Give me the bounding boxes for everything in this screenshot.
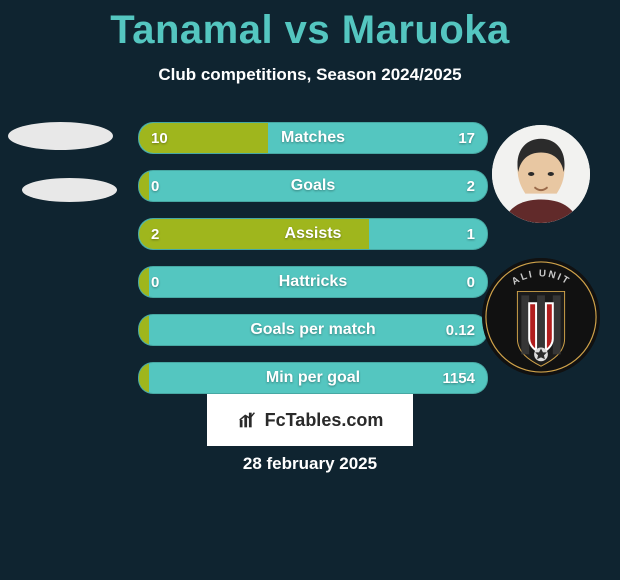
stat-label: Hattricks: [139, 267, 487, 297]
brand-badge[interactable]: FcTables.com: [207, 394, 413, 446]
player-right-avatar: [492, 125, 590, 223]
stat-label: Assists: [139, 219, 487, 249]
date-text: 28 february 2025: [0, 454, 620, 474]
stat-label: Min per goal: [139, 363, 487, 393]
stat-label: Matches: [139, 123, 487, 153]
stat-label: Goals: [139, 171, 487, 201]
stat-right-value: 0: [467, 267, 475, 297]
avatar-icon: [492, 125, 590, 223]
stat-row: 2Assists1: [138, 218, 488, 250]
stat-right-value: 1: [467, 219, 475, 249]
player-left-ellipse-1: [8, 122, 113, 150]
page-title: Tanamal vs Maruoka: [0, 0, 620, 53]
brand-text: FcTables.com: [265, 410, 384, 431]
page-subtitle: Club competitions, Season 2024/2025: [0, 65, 620, 85]
stat-row: Goals per match0.12: [138, 314, 488, 346]
stat-right-value: 1154: [442, 363, 475, 393]
crest-icon: ALI UNIT: [482, 258, 600, 376]
club-crest-right: ALI UNIT: [482, 258, 600, 376]
stat-row: 0Goals2: [138, 170, 488, 202]
player-left-ellipse-2: [22, 178, 117, 202]
stat-right-value: 2: [467, 171, 475, 201]
stat-label: Goals per match: [139, 315, 487, 345]
stat-right-value: 17: [458, 123, 475, 153]
fctables-mark-icon: [237, 409, 259, 431]
stat-row: 0Hattricks0: [138, 266, 488, 298]
stats-panel: 10Matches170Goals22Assists10Hattricks0Go…: [138, 122, 488, 410]
stat-right-value: 0.12: [446, 315, 475, 345]
stat-row: Min per goal1154: [138, 362, 488, 394]
stat-row: 10Matches17: [138, 122, 488, 154]
